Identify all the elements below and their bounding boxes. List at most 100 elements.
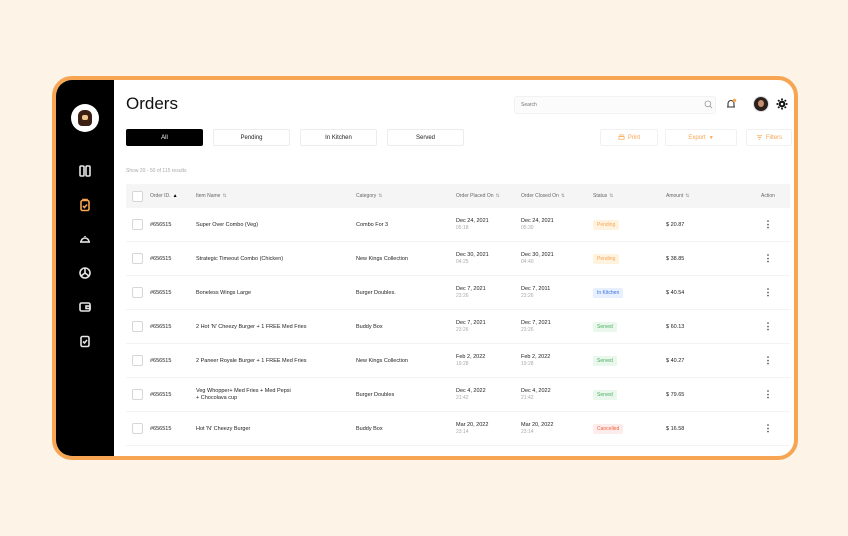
row-checkbox[interactable] [131, 355, 143, 366]
row-checkbox[interactable] [131, 287, 143, 298]
table-header: Order ID. ▲ Item Name ⇅ Category ⇅ Order Pl… [126, 184, 790, 208]
closed-on: Dec 7, 2011 23:26 [521, 286, 551, 299]
print-button[interactable]: Print [600, 129, 658, 146]
col-amount[interactable]: Amount ⇅ [666, 193, 690, 199]
row-checkbox[interactable] [131, 321, 143, 332]
table-row[interactable]: #656515 Hot 'N' Cheezy Burger Buddy Box … [126, 412, 790, 446]
page-title: Orders [126, 94, 178, 113]
tab-all[interactable]: All [126, 129, 203, 146]
sort-icon: ⇅ [495, 193, 500, 199]
placed-on: Dec 7, 2021 23:26 [456, 286, 486, 299]
sort-icon: ⇅ [222, 193, 227, 199]
col-category[interactable]: Category ⇅ [356, 193, 383, 199]
closed-on: Dec 7, 2021 23:26 [521, 320, 551, 333]
status-badge: Served [593, 355, 617, 366]
order-id: #656515 [150, 221, 172, 228]
closed-on: Feb 2, 2022 19:28 [521, 354, 551, 367]
status-badge: In Kitchen [593, 287, 624, 298]
sort-icon: ⇅ [378, 193, 383, 199]
row-checkbox[interactable] [131, 423, 143, 434]
more-options-icon[interactable]: ⋮ [763, 253, 773, 263]
item-name: Hot 'N' Cheezy Burger [196, 425, 251, 432]
col-action: Action [761, 193, 775, 199]
row-checkbox[interactable] [131, 219, 143, 230]
item-name: Boneless Wings Large [196, 289, 252, 296]
placed-on: Dec 4, 2022 21:42 [456, 388, 486, 401]
closed-on: Dec 4, 2022 21:42 [521, 388, 551, 401]
export-button[interactable]: Export ▼ [665, 129, 737, 146]
amount: $ 38.85 [666, 255, 685, 262]
filters-button[interactable]: Filters [746, 129, 792, 146]
table-row[interactable]: #656515 Strategic Timeout Combo (Chicken… [126, 242, 790, 276]
more-options-icon[interactable]: ⋮ [763, 423, 773, 433]
tab-served[interactable]: Served [387, 129, 464, 146]
col-closed-on[interactable]: Order Closed On ⇅ [521, 193, 565, 199]
print-label: Print [627, 134, 641, 141]
category: New Kings Collection [356, 357, 408, 364]
status-badge: Pending [593, 219, 620, 230]
col-order-id[interactable]: Order ID. ▲ [150, 193, 178, 199]
reports-icon[interactable] [76, 264, 94, 282]
sort-icon: ⇅ [685, 193, 690, 199]
filter-icon [756, 135, 762, 140]
order-id: #656515 [150, 255, 172, 262]
status-tabs: All Pending In Kitchen Served [126, 129, 464, 146]
category: Combo For 3 [356, 221, 389, 228]
item-name: 2 Hot 'N' Cheezy Burger + 1 FREE Med Fri… [196, 323, 307, 330]
order-id: #656515 [150, 425, 172, 432]
more-options-icon[interactable]: ⋮ [763, 355, 773, 365]
amount: $ 60.13 [666, 323, 685, 330]
results-count: Show 20 - 50 of 115 results [126, 168, 187, 174]
search-icon[interactable] [704, 100, 713, 109]
brand-logo[interactable] [71, 104, 99, 132]
filters-label: Filters [765, 134, 783, 141]
col-item-name[interactable]: Item Name ⇅ [196, 193, 227, 199]
search-input[interactable] [514, 96, 716, 114]
item-name: Strategic Timeout Combo (Chicken) [196, 255, 284, 262]
col-placed-on[interactable]: Order Placed On ⇅ [456, 193, 500, 199]
more-options-icon[interactable]: ⋮ [763, 287, 773, 297]
tab-in-kitchen[interactable]: In Kitchen [300, 129, 377, 146]
placed-on: Feb 2, 2022 19:28 [456, 354, 486, 367]
amount: $ 79.65 [666, 391, 685, 398]
table-row[interactable]: #656515 Super Over Combo (Veg) Combo For… [126, 208, 790, 242]
category: Burger Doubles. [356, 289, 396, 296]
table-row[interactable]: #656515 Veg Whopper+ Med Fries + Med Pep… [126, 378, 790, 412]
table-row[interactable]: #656515 2 Hot 'N' Cheezy Burger + 1 FREE… [126, 310, 790, 344]
category: New Kings Collection [356, 255, 408, 262]
more-options-icon[interactable]: ⋮ [763, 321, 773, 331]
more-options-icon[interactable]: ⋮ [763, 389, 773, 399]
amount: $ 40.54 [666, 289, 685, 296]
wallet-icon[interactable] [76, 298, 94, 316]
dashboard-icon[interactable] [76, 162, 94, 180]
menu-cloche-icon[interactable] [76, 230, 94, 248]
closed-on: Dec 24, 2021 05:30 [521, 218, 554, 231]
placed-on: Dec 30, 2021 04:25 [456, 252, 489, 265]
amount: $ 40.27 [666, 357, 685, 364]
sort-icon: ⇅ [560, 193, 565, 199]
gear-icon[interactable] [776, 98, 788, 110]
table-row[interactable]: #656515 Boneless Wings Large Burger Doub… [126, 276, 790, 310]
placed-on: Dec 7, 2021 23:26 [456, 320, 486, 333]
amount: $ 20.87 [666, 221, 685, 228]
select-all-checkbox[interactable] [131, 190, 143, 202]
sort-icon: ▲ [172, 193, 178, 199]
tab-pending[interactable]: Pending [213, 129, 290, 146]
category: Buddy Box [356, 323, 383, 330]
order-id: #656515 [150, 391, 172, 398]
orders-icon[interactable] [76, 196, 94, 214]
main-content: Orders All Pending In Kitchen Served Pri… [114, 80, 794, 456]
status-badge: Pending [593, 253, 620, 264]
avatar[interactable] [753, 96, 769, 112]
placed-on: Dec 24, 2021 05:18 [456, 218, 489, 231]
more-options-icon[interactable]: ⋮ [763, 219, 773, 229]
col-status[interactable]: Status ⇅ [593, 193, 614, 199]
export-label: Export [688, 134, 706, 141]
placed-on: Mar 20, 2022 23:14 [456, 422, 489, 435]
status-badge: Served [593, 321, 617, 332]
row-checkbox[interactable] [131, 253, 143, 264]
table-row[interactable]: #656515 2 Paneer Royale Burger + 1 FREE … [126, 344, 790, 378]
row-checkbox[interactable] [131, 389, 143, 400]
tasks-icon[interactable] [76, 332, 94, 350]
bell-icon[interactable] [724, 97, 738, 111]
